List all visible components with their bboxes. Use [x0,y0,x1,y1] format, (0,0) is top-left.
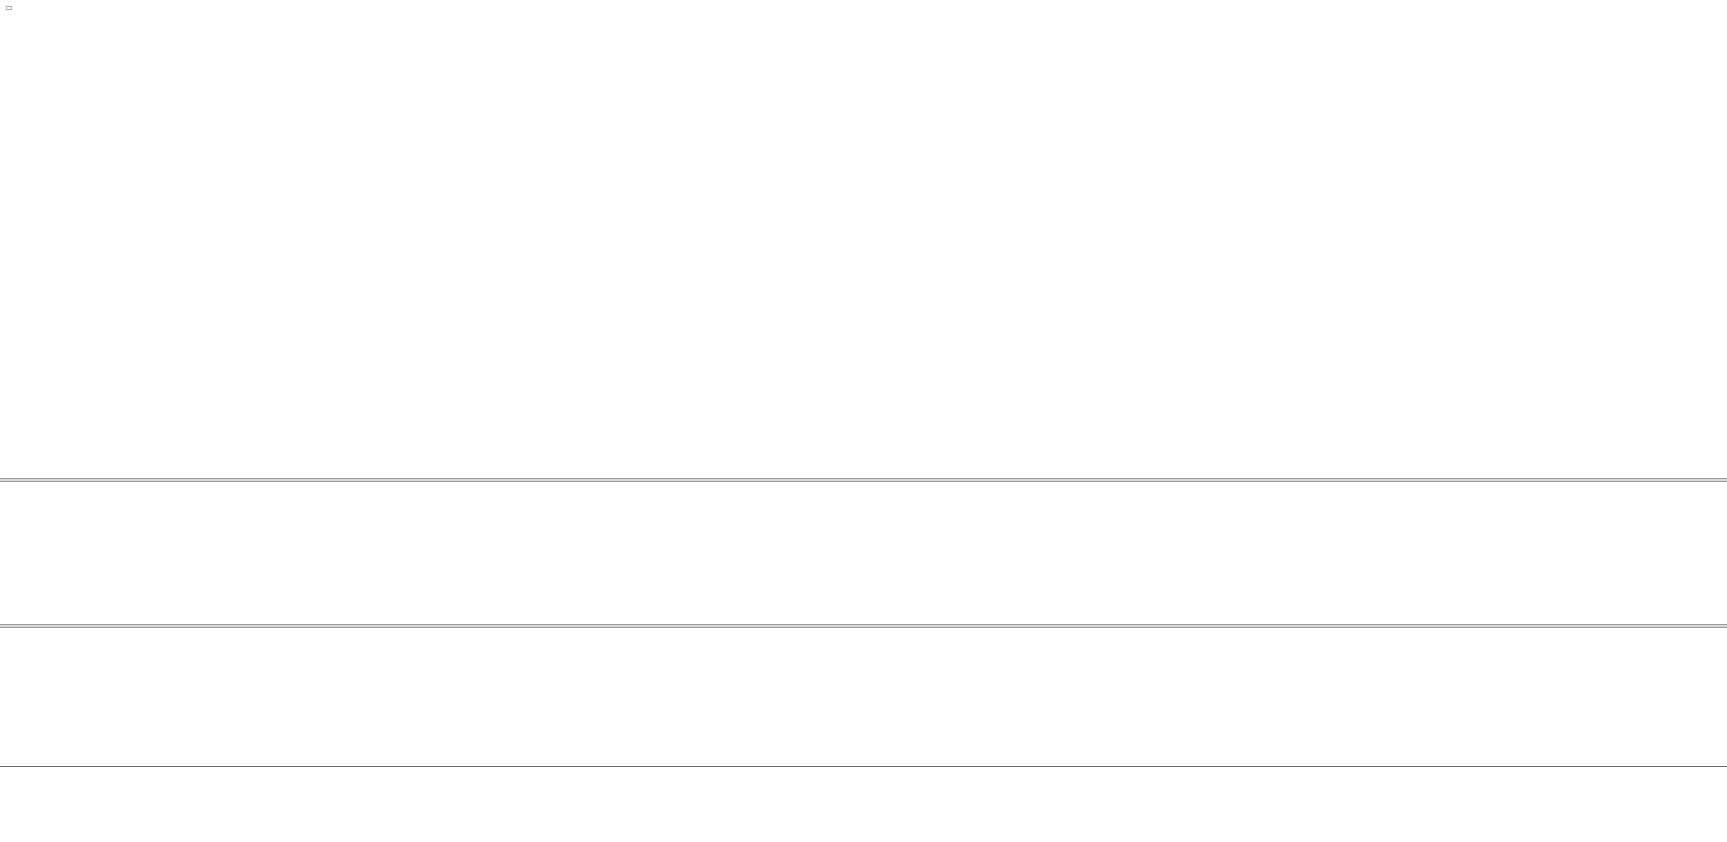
time-axis[interactable] [0,766,1727,788]
rsi-panel[interactable] [0,628,1727,766]
bottom-filler [0,788,1727,842]
macd-panel[interactable] [0,482,1727,624]
symbol-dropdown-icon[interactable] [6,6,12,10]
price-chart-panel[interactable] [0,0,1727,478]
panel-separator-1[interactable] [0,478,1727,482]
rsi-canvas[interactable] [0,628,1727,766]
chart-title [6,6,18,10]
price-chart-canvas[interactable] [0,0,1727,478]
macd-canvas[interactable] [0,482,1727,624]
panel-separator-2[interactable] [0,624,1727,628]
